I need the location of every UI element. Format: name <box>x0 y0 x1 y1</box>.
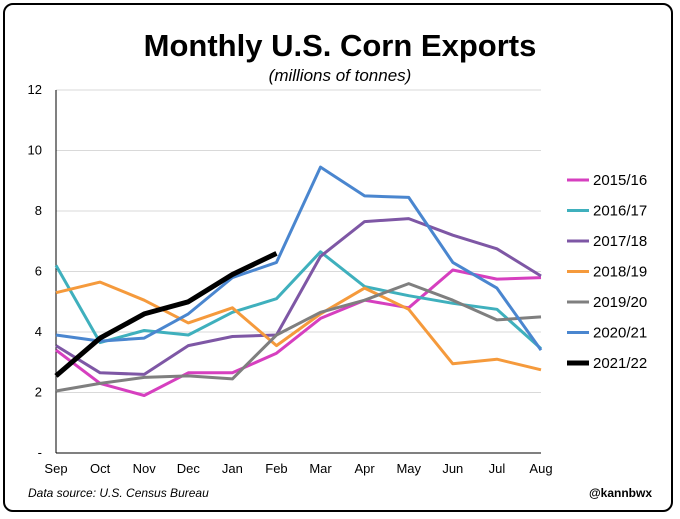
x-tick-label: Dec <box>177 461 201 476</box>
chart-subtitle: (millions of tonnes) <box>268 66 412 85</box>
series-line-2021-22 <box>54 251 278 378</box>
data-source-note: Data source: U.S. Census Bureau <box>28 486 209 500</box>
legend-layer: 2015/16 2016/17 2017/18 2018/19 2019/20 2020/… <box>567 172 647 372</box>
chart-title: Monthly U.S. Corn Exports <box>143 28 537 63</box>
series-line-2015-16 <box>55 268 542 397</box>
y-tick-label: 2 <box>35 385 42 400</box>
author-handle: @kannbwx <box>588 486 652 500</box>
series-line-2020-21 <box>55 165 543 351</box>
x-tick-label: Sep <box>44 461 67 476</box>
y-tick-label: 6 <box>35 264 42 279</box>
x-tick-label: Jul <box>489 461 506 476</box>
legend-label: 2021/22 <box>593 355 647 372</box>
series-line-2019-20 <box>55 282 542 393</box>
series-layer <box>54 165 543 397</box>
x-tick-label: Oct <box>90 461 111 476</box>
y-tick-label: 12 <box>28 82 42 97</box>
y-tick-label: 10 <box>28 143 42 158</box>
x-tick-label: May <box>396 461 421 476</box>
y-tick-label: - <box>38 445 42 460</box>
x-tick-label: Feb <box>265 461 287 476</box>
legend-label: 2017/18 <box>593 233 647 250</box>
series-line-2018-19 <box>55 280 542 372</box>
chart-frame <box>3 3 673 512</box>
x-tick-label: Jan <box>222 461 243 476</box>
axis-layer: - 2 4 6 8 10 12 Sep Oct Nov Dec Jan Feb Mar Apr May Jun J… <box>28 82 553 476</box>
y-tick-label: 8 <box>35 203 42 218</box>
x-tick-label: Jun <box>442 461 463 476</box>
x-tick-label: Nov <box>133 461 157 476</box>
x-tick-label: Apr <box>355 461 376 476</box>
x-tick-label: Mar <box>309 461 332 476</box>
legend-label: 2020/21 <box>593 325 647 342</box>
legend-label: 2016/17 <box>593 203 647 220</box>
legend-label: 2019/20 <box>593 294 647 311</box>
series-line-2017-18 <box>55 217 542 376</box>
legend-label: 2018/19 <box>593 264 647 281</box>
legend-label: 2015/16 <box>593 172 647 189</box>
y-tick-label: 4 <box>35 324 42 339</box>
x-tick-label: Aug <box>529 461 552 476</box>
